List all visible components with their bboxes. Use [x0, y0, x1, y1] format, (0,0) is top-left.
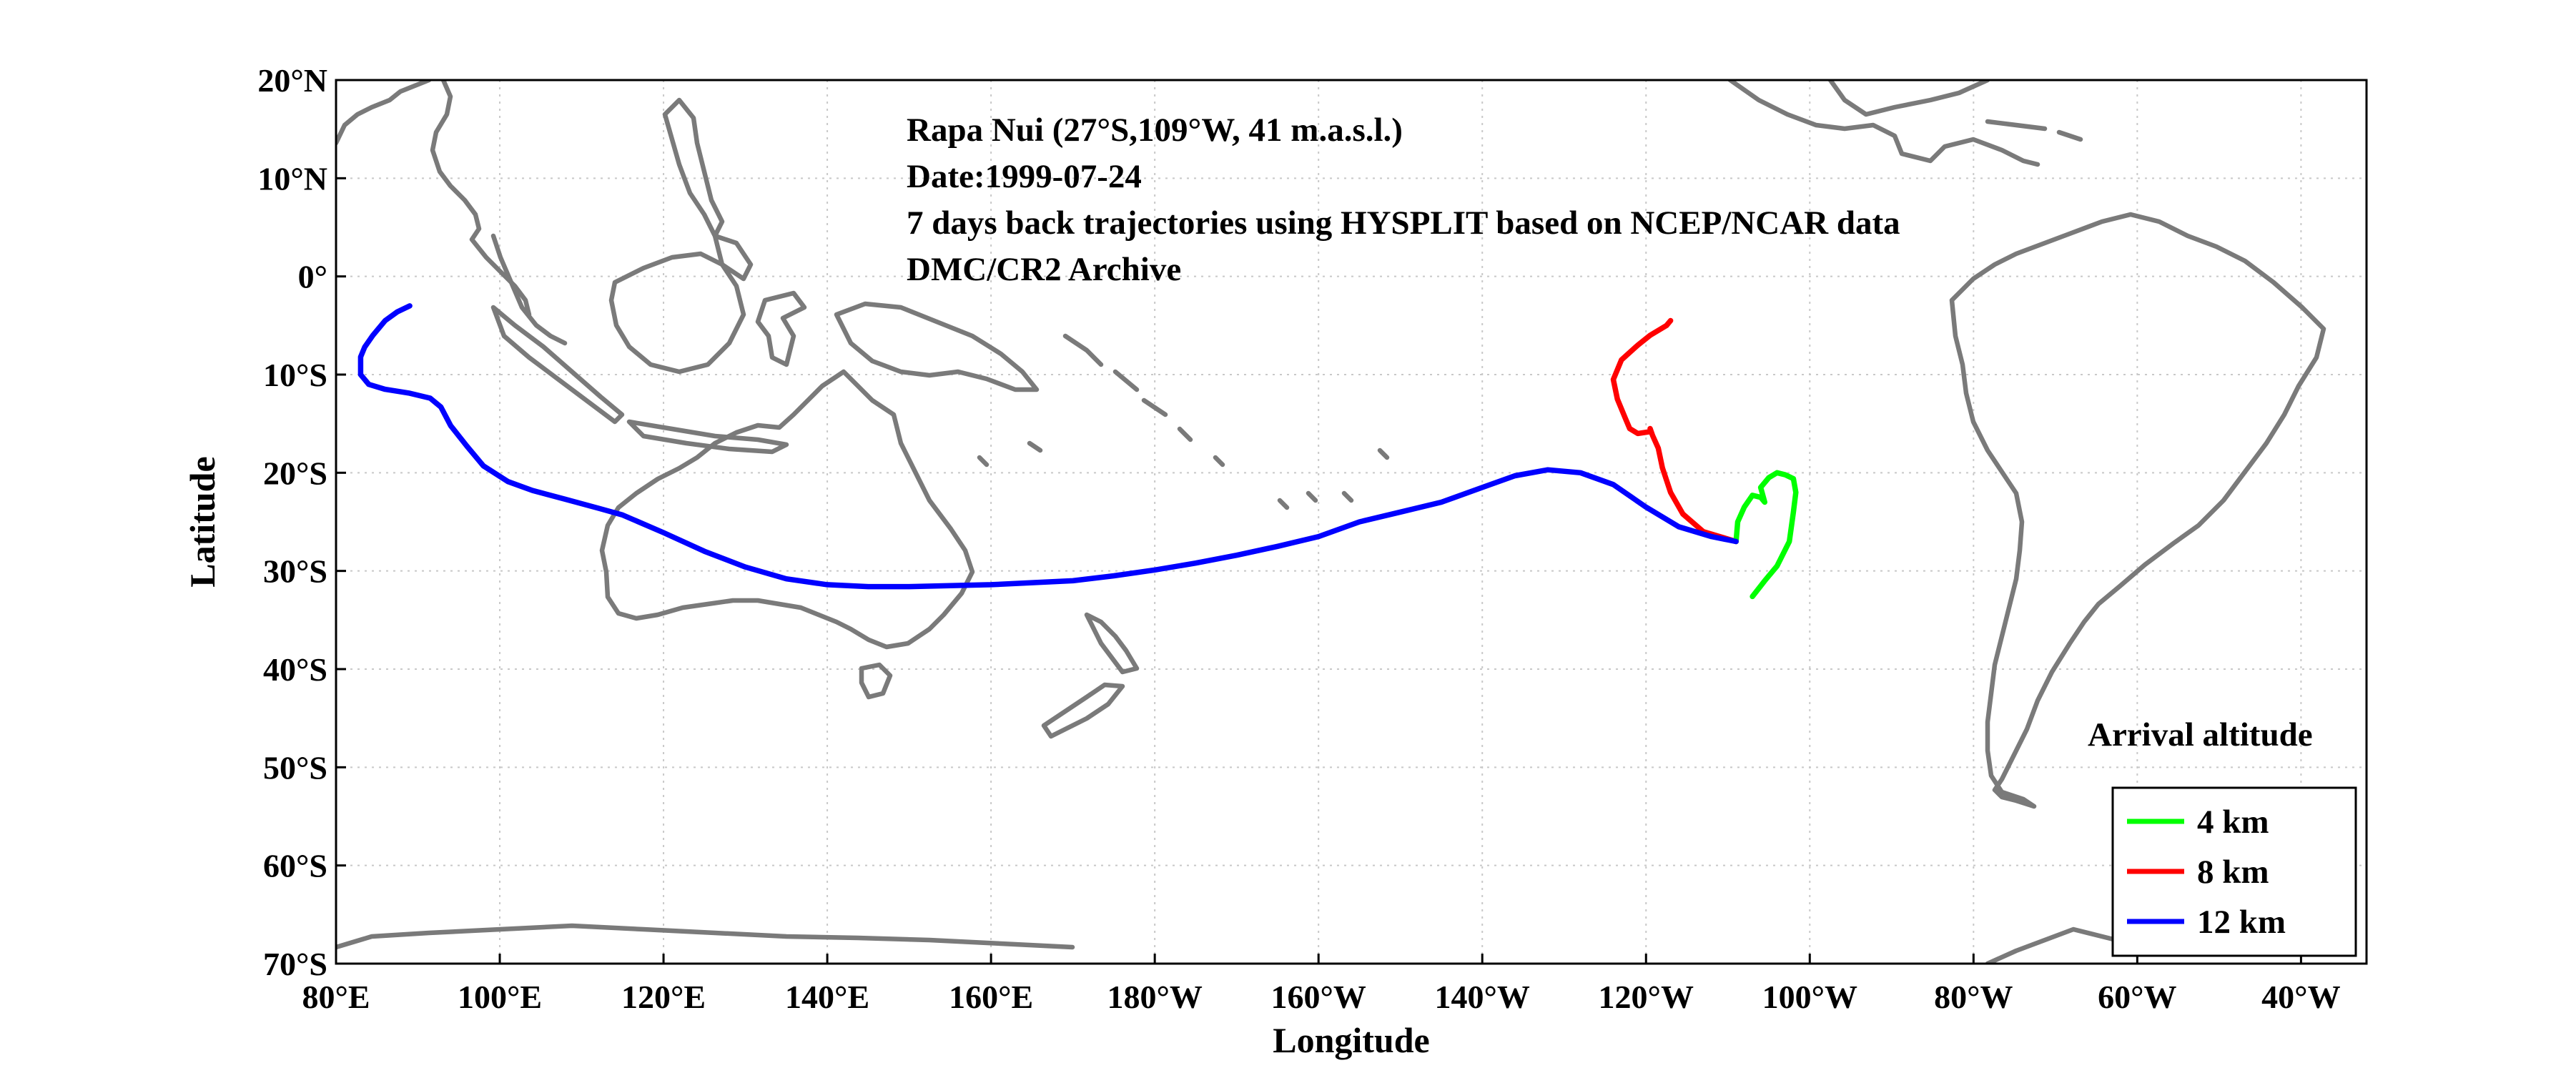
- x-tick-label: 120°E: [621, 979, 706, 1015]
- plot-frame: [335, 79, 2368, 965]
- x-axis-title: Longitude: [1273, 1020, 1430, 1060]
- x-tick-label: 100°W: [1762, 979, 1857, 1015]
- x-tick-label: 160°E: [949, 979, 1033, 1015]
- coastline-java: [626, 419, 789, 455]
- coastline-tasmania: [859, 662, 893, 700]
- x-tick-label: 120°W: [1599, 979, 1694, 1015]
- x-tick-label: 140°W: [1435, 979, 1530, 1015]
- y-tick-label: 50°S: [263, 749, 327, 786]
- legend-label: 8 km: [2197, 854, 2269, 891]
- y-tick-labels: 20°N 10°N 0° 10°S 20°S 30°S 40°S 50°S 60°S 70°S: [257, 62, 346, 982]
- legend-items: 4 km 8 km 12 km: [2127, 803, 2286, 941]
- legend: Arrival altitude 4 km 8 km 12 km: [2088, 716, 2357, 957]
- coastline-sulawesi: [755, 290, 807, 367]
- coastline-melanesia: [1062, 333, 1225, 468]
- trajectory-line-8-km: [1610, 317, 1739, 545]
- coastline-pacific-islands: [977, 440, 1390, 468]
- y-tick-label: 10°S: [263, 357, 327, 393]
- coastline-antarctica: [336, 923, 1075, 950]
- coastline-new-zealand: [1041, 612, 1140, 739]
- legend-label: 4 km: [2197, 803, 2269, 841]
- y-tick-label: 30°S: [263, 553, 327, 590]
- x-tick-labels: 80°E 100°E 120°E 140°E 160°E 180°W 160°W 140°W 1…: [302, 954, 2341, 1015]
- annotation-station: Rapa Nui (27°S,109°W, 41 m.a.s.l.): [907, 112, 1403, 149]
- y-axis-title: Latitude: [182, 456, 222, 587]
- x-tick-label: 80°E: [302, 979, 370, 1015]
- y-tick-label: 20°S: [263, 455, 327, 491]
- x-tick-label: 160°W: [1270, 979, 1366, 1015]
- y-tick-label: 40°S: [263, 651, 327, 688]
- coastline-philippines: [662, 97, 754, 282]
- coastline-australia: [599, 369, 975, 650]
- x-tick-label: 180°W: [1107, 979, 1202, 1015]
- coastline-caribbean: [1985, 119, 2083, 142]
- annotation-archive: DMC/CR2 Archive: [907, 251, 1181, 288]
- y-tick-label: 0°: [298, 259, 327, 295]
- coastline-malay-peninsula: [490, 233, 568, 346]
- coastline-new-guinea: [834, 301, 1040, 392]
- legend-title: Arrival altitude: [2088, 716, 2313, 753]
- coastline-borneo: [608, 251, 746, 375]
- annotation-date: Date:1999-07-24: [907, 158, 1142, 195]
- trajectory-lines: [357, 303, 1799, 600]
- y-tick-label: 10°N: [257, 160, 327, 197]
- annotation-method: 7 days back trajectories using HYSPLIT b…: [907, 204, 1900, 242]
- y-tick-label: 60°S: [263, 848, 327, 884]
- trajectory-line-12-km: [357, 303, 1739, 590]
- annotation-block: Rapa Nui (27°S,109°W, 41 m.a.s.l.) Date:…: [907, 112, 1900, 288]
- x-tick-label: 80°W: [1934, 979, 2013, 1015]
- legend-label: 12 km: [2197, 904, 2286, 941]
- x-tick-label: 140°E: [785, 979, 869, 1015]
- x-tick-label: 100°E: [458, 979, 542, 1015]
- x-tick-label: 60°W: [2098, 979, 2176, 1015]
- coastline-central-america: [1727, 80, 2040, 167]
- coastline-south-america: [1949, 212, 2326, 809]
- x-tick-label: 40°W: [2261, 979, 2340, 1015]
- grid-lines: [335, 79, 2367, 964]
- y-tick-label: 70°S: [263, 946, 327, 982]
- coastline-sumatra: [490, 305, 625, 425]
- coastline-fiji: [1277, 490, 1354, 510]
- coastline-mexico-gulf: [1827, 80, 1990, 117]
- y-tick-label: 20°N: [257, 62, 327, 99]
- trajectory-line-4-km: [1733, 470, 1799, 600]
- coastlines: [336, 80, 2326, 964]
